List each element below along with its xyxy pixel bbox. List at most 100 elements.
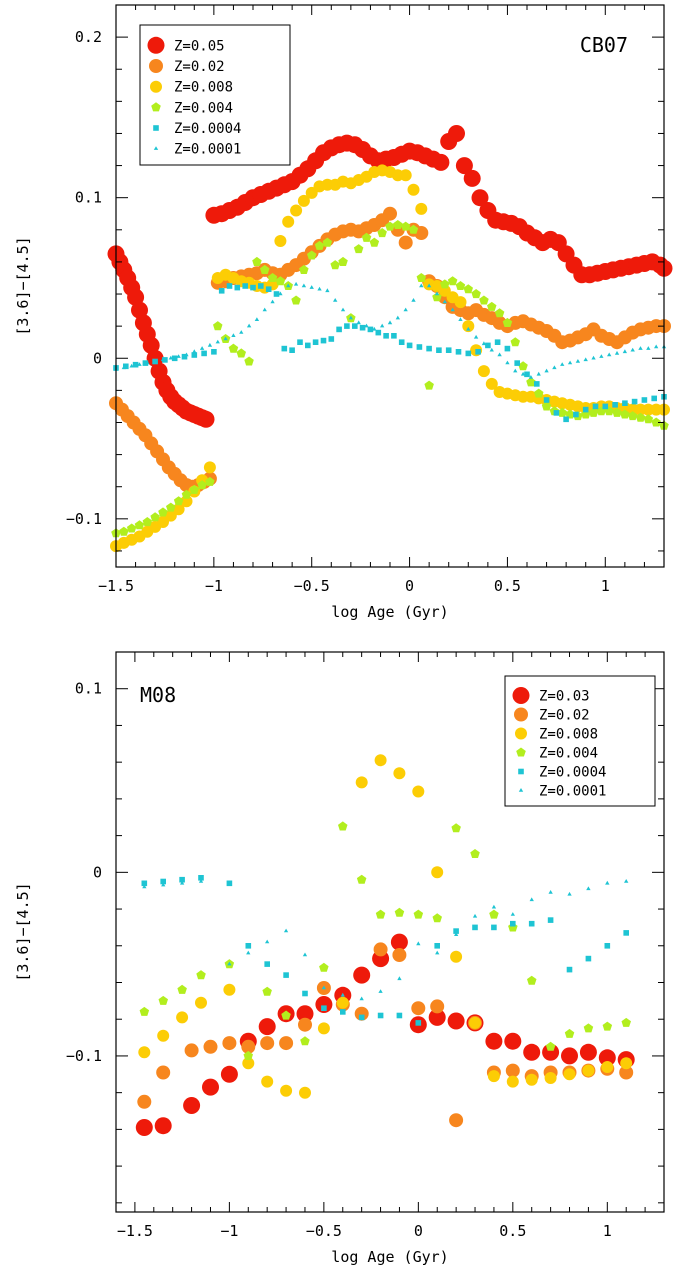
data-point [258, 1018, 276, 1036]
data-point [265, 286, 272, 292]
data-point [172, 503, 185, 516]
data-point [197, 410, 215, 428]
data-point [485, 1032, 503, 1050]
data-point [473, 334, 479, 339]
data-point [502, 317, 513, 327]
y-tick-label: 0.1 [75, 189, 102, 207]
data-point [135, 1119, 153, 1136]
data-point [336, 996, 349, 1009]
data-point [223, 336, 228, 341]
data-point [179, 876, 185, 883]
data-point [415, 1020, 422, 1026]
data-point [591, 355, 596, 360]
data-point [520, 371, 526, 376]
data-point [469, 1016, 481, 1029]
data-point [189, 484, 199, 494]
data-point [380, 323, 385, 328]
data-point [226, 283, 233, 289]
data-point [646, 346, 651, 350]
data-point [355, 776, 368, 789]
panel-2: −1.5 −1 −0.5 0 0.5 1 −0.1 0 0.1 log Age (Gyr) [3.6… [14, 651, 665, 1266]
panel-1: −1.5 −1 −0.5 0 0.5 1 −0.1 0 0.1 0.2 log Age (Gyr) [… [14, 4, 673, 621]
data-point [440, 279, 450, 289]
legend-marker [514, 707, 528, 722]
data-point [419, 283, 424, 288]
data-point [158, 995, 168, 1005]
data-point [431, 866, 444, 879]
data-point [582, 406, 589, 413]
data-point [201, 350, 207, 357]
data-point [524, 371, 530, 378]
data-point [451, 823, 461, 833]
legend-marker [518, 788, 524, 792]
legend-marker [147, 36, 165, 54]
y-tick-label: 0.1 [75, 680, 102, 698]
data-point [375, 909, 386, 919]
data-point [354, 1006, 369, 1021]
data-point [377, 1012, 384, 1019]
data-point [567, 360, 573, 365]
data-point [250, 284, 256, 291]
data-point [455, 157, 473, 175]
data-point [374, 754, 387, 767]
data-point [320, 337, 327, 344]
data-point [619, 1065, 634, 1080]
data-point [487, 1070, 500, 1083]
data-point [265, 939, 270, 944]
data-point [300, 1036, 310, 1046]
data-point [166, 502, 176, 512]
data-point [283, 972, 289, 978]
data-point [262, 986, 272, 996]
data-point [445, 347, 452, 353]
data-point [364, 323, 369, 328]
data-point [564, 1028, 575, 1038]
data-point [426, 345, 432, 352]
data-point [223, 983, 236, 996]
data-point [391, 333, 397, 339]
data-point [566, 966, 573, 973]
data-point [202, 1078, 219, 1096]
data-point [282, 215, 295, 228]
data-point [602, 403, 609, 410]
data-point [475, 349, 481, 355]
data-point [236, 348, 246, 358]
data-point [231, 333, 236, 337]
data-point [383, 333, 389, 339]
data-point [322, 237, 333, 247]
data-point [471, 189, 489, 207]
data-point [158, 507, 168, 517]
data-point [227, 961, 232, 966]
y-tick-label: −0.1 [66, 1047, 102, 1065]
data-point [356, 320, 361, 325]
data-point [142, 360, 149, 366]
data-point [173, 496, 184, 506]
x-tick-label: −0.5 [294, 577, 330, 595]
data-point [180, 880, 185, 885]
data-point [161, 882, 166, 887]
data-point [623, 930, 629, 936]
data-point [260, 264, 270, 274]
data-point [504, 345, 511, 352]
x-tick-label: −1 [205, 577, 223, 595]
x-tick-label: −1.5 [98, 577, 134, 595]
data-point [129, 363, 134, 368]
legend-box [504, 675, 656, 807]
legend-marker [518, 768, 524, 775]
data-point [387, 320, 393, 325]
data-point [126, 523, 137, 533]
data-point [361, 232, 372, 242]
data-point [398, 235, 413, 250]
data-point [635, 412, 646, 422]
data-point [123, 363, 129, 370]
data-point [624, 879, 629, 883]
data-point [601, 1061, 614, 1073]
data-point [542, 1043, 560, 1061]
y-tick-label: 0.2 [75, 28, 102, 46]
data-point [620, 409, 630, 419]
data-point [319, 962, 329, 972]
data-point [552, 365, 557, 370]
legend-label: Z=0.05 [174, 38, 225, 54]
data-point [162, 357, 168, 363]
data-point [612, 402, 618, 408]
